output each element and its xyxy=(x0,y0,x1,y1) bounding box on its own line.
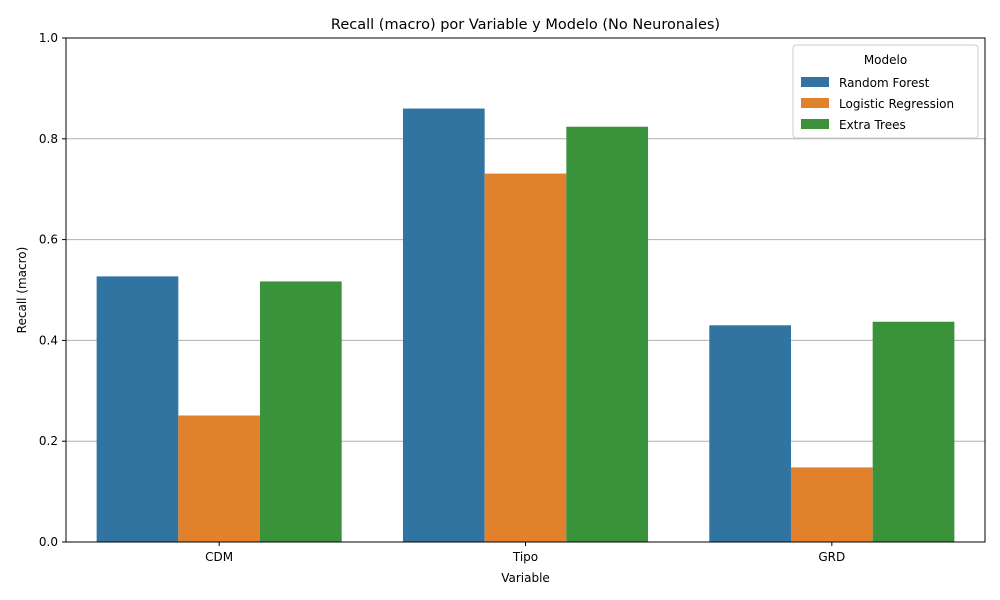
x-tick-label: Tipo xyxy=(512,550,538,564)
legend-swatch xyxy=(801,98,829,108)
y-tick-label: 0.6 xyxy=(39,233,58,247)
y-tick-label: 1.0 xyxy=(39,31,58,45)
bar xyxy=(260,281,342,542)
bar xyxy=(872,321,955,542)
bar xyxy=(96,276,179,542)
legend-label: Logistic Regression xyxy=(839,97,954,111)
x-tick-label: GRD xyxy=(818,550,845,564)
legend: Modelo Random Forest Logistic Regression E… xyxy=(792,44,979,139)
y-axis-title: Recall (macro) xyxy=(15,247,29,334)
y-tick-label: 0.8 xyxy=(39,132,58,146)
legend-label: Random Forest xyxy=(839,76,930,90)
bar xyxy=(178,415,261,542)
legend-label: Extra Trees xyxy=(839,118,906,132)
legend-items: Random Forest Logistic Regression Extra Tr… xyxy=(801,76,954,132)
x-axis-title: Variable xyxy=(501,571,550,585)
bar xyxy=(566,126,649,542)
x-axis-ticks: CDM Tipo GRD xyxy=(205,542,845,564)
x-tick-label: CDM xyxy=(205,550,233,564)
y-tick-label: 0.4 xyxy=(39,333,58,347)
legend-swatch xyxy=(801,119,829,129)
legend-box xyxy=(792,44,979,139)
bar xyxy=(402,108,485,542)
legend-swatch xyxy=(801,77,829,87)
bars xyxy=(96,108,955,543)
y-tick-label: 0.0 xyxy=(39,535,58,549)
bar xyxy=(790,467,873,542)
chart-title: Recall (macro) por Variable y Modelo (No… xyxy=(331,17,720,33)
y-axis-ticks: 0.0 0.2 0.4 0.6 0.8 1.0 xyxy=(39,31,66,549)
bar xyxy=(709,325,791,542)
legend-title: Modelo xyxy=(864,53,907,67)
bar xyxy=(484,173,567,543)
y-tick-label: 0.2 xyxy=(39,434,58,448)
